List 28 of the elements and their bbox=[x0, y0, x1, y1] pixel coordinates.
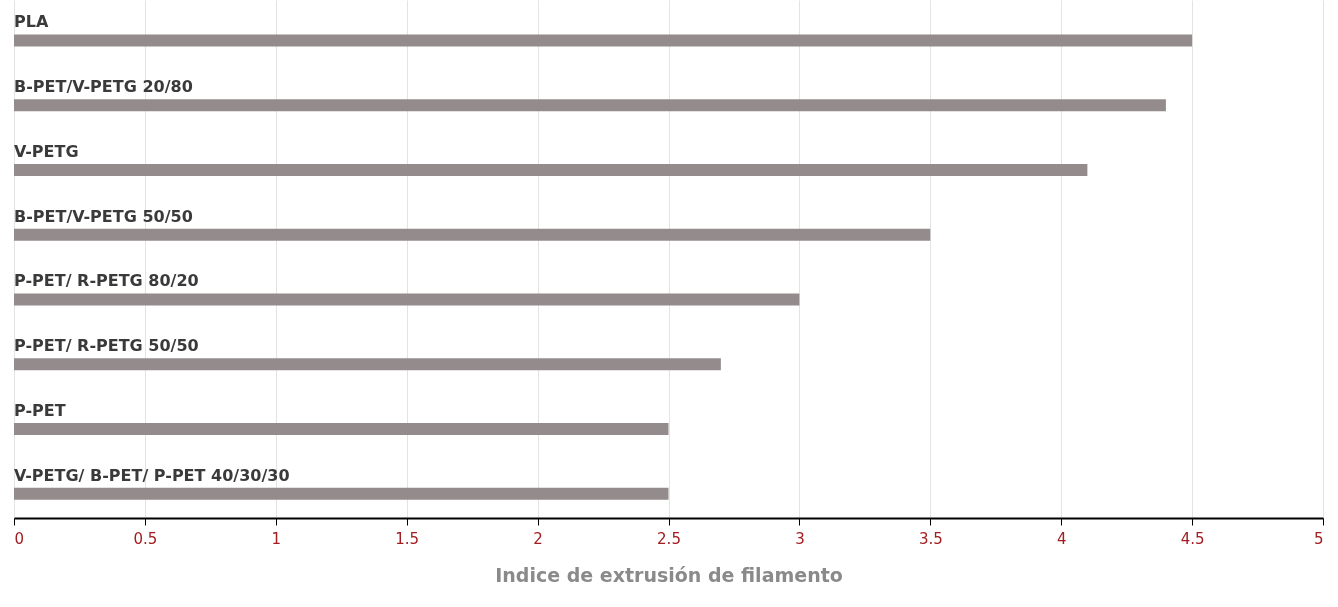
bar bbox=[14, 487, 669, 500]
y-tick-label: V-PETG/ B-PET/ P-PET 40/30/30 bbox=[14, 465, 290, 485]
bar bbox=[14, 228, 931, 241]
x-tick-label: 5 bbox=[1313, 529, 1324, 548]
bar bbox=[14, 34, 1193, 47]
x-tick-label: 0 bbox=[14, 529, 25, 548]
y-tick-label: PLA bbox=[14, 12, 49, 32]
y-tick-label: V-PETG bbox=[14, 141, 79, 161]
x-tick-label: 3 bbox=[795, 529, 805, 548]
bar bbox=[14, 99, 1166, 112]
x-tick-label: 1.5 bbox=[395, 529, 420, 548]
bar bbox=[14, 293, 800, 306]
x-tick-label: 3.5 bbox=[918, 529, 943, 548]
y-tick-label: P-PET/ R-PETG 80/20 bbox=[14, 271, 199, 291]
y-tick-label: P-PET/ R-PETG 50/50 bbox=[14, 336, 199, 356]
x-axis-title: Indice de extrusión de filamento bbox=[495, 563, 843, 586]
x-tick-label: 2.5 bbox=[657, 529, 681, 548]
y-tick-label: P-PET bbox=[14, 400, 66, 420]
y-tick-label: B-PET/V-PETG 20/80 bbox=[14, 77, 193, 97]
bar bbox=[14, 358, 721, 371]
x-tick-label: 4 bbox=[1056, 529, 1067, 548]
y-tick-label: B-PET/V-PETG 50/50 bbox=[14, 206, 193, 226]
x-tick-label: 2 bbox=[533, 529, 543, 548]
bar bbox=[14, 422, 669, 435]
x-tick-label: 1 bbox=[271, 529, 282, 548]
x-tick-label: 0.5 bbox=[133, 529, 158, 548]
bar bbox=[14, 163, 1088, 176]
x-tick-label: 4.5 bbox=[1180, 529, 1205, 548]
